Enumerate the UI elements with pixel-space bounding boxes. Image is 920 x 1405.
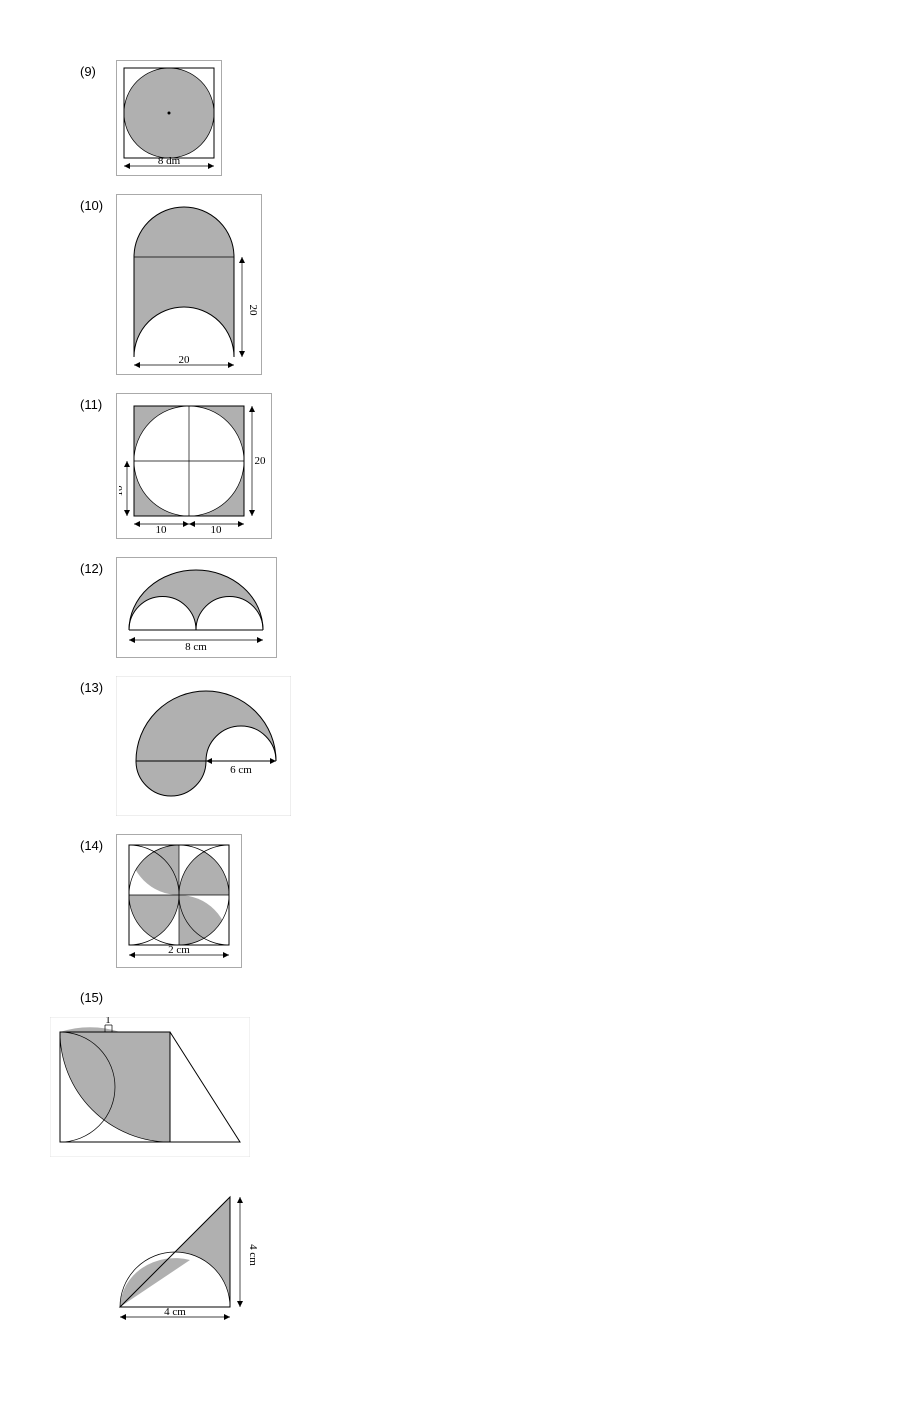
svg-text:4 cm: 4 cm — [164, 1306, 186, 1318]
svg-text:20: 20 — [179, 354, 191, 366]
svg-text:20: 20 — [255, 455, 267, 467]
figure-10-svg: 20 20 — [119, 197, 259, 372]
problem-number: (15) — [80, 986, 116, 1005]
figure-12-svg: 8 cm — [119, 560, 274, 655]
figure-9: 8 dm — [116, 60, 222, 176]
svg-text:10: 10 — [156, 524, 168, 536]
problem-14: (14) — [80, 834, 840, 968]
problem-number: (12) — [80, 557, 116, 576]
svg-text:20: 20 — [247, 305, 259, 317]
problem-15: (15) — [80, 986, 840, 1327]
figure-13-svg: 6 cm — [116, 676, 291, 816]
problem-number: (14) — [80, 834, 116, 853]
figure-13: 6 cm — [116, 676, 291, 816]
problem-9: (9) 8 dm — [80, 60, 840, 176]
figure-15a: 1 — [50, 1017, 260, 1157]
svg-text:1: 1 — [105, 1017, 111, 1026]
figure-9-svg: 8 dm — [119, 63, 219, 173]
figure-14-svg: 2 cm — [119, 837, 239, 965]
figure-10: 20 20 — [116, 194, 262, 375]
problem-number: (10) — [80, 194, 116, 213]
svg-text:8 cm: 8 cm — [185, 641, 207, 653]
figure-12: 8 cm — [116, 557, 277, 658]
svg-text:10: 10 — [119, 485, 125, 497]
figure-15b-svg: 4 cm 4 cm — [100, 1187, 260, 1327]
figure-14: 2 cm — [116, 834, 242, 968]
problem-number: (13) — [80, 676, 116, 695]
figure-11-svg: 20 10 10 10 — [119, 396, 269, 536]
svg-text:10: 10 — [211, 524, 223, 536]
problem-11: (11) 20 10 10 — [80, 393, 840, 539]
svg-text:6 cm: 6 cm — [230, 764, 252, 776]
svg-text:4 cm: 4 cm — [247, 1244, 259, 1266]
dim-label: 8 dm — [158, 155, 181, 167]
figure-11: 20 10 10 10 — [116, 393, 272, 539]
problem-13: (13) 6 cm — [80, 676, 840, 816]
problem-number: (9) — [80, 60, 116, 79]
problem-10: (10) 20 20 — [80, 194, 840, 375]
figure-15b: 4 cm 4 cm — [100, 1187, 260, 1327]
svg-text:2 cm: 2 cm — [168, 944, 190, 956]
problem-number: (11) — [80, 393, 116, 412]
figure-15a-svg: 1 — [50, 1017, 250, 1157]
problem-12: (12) 8 cm — [80, 557, 840, 658]
